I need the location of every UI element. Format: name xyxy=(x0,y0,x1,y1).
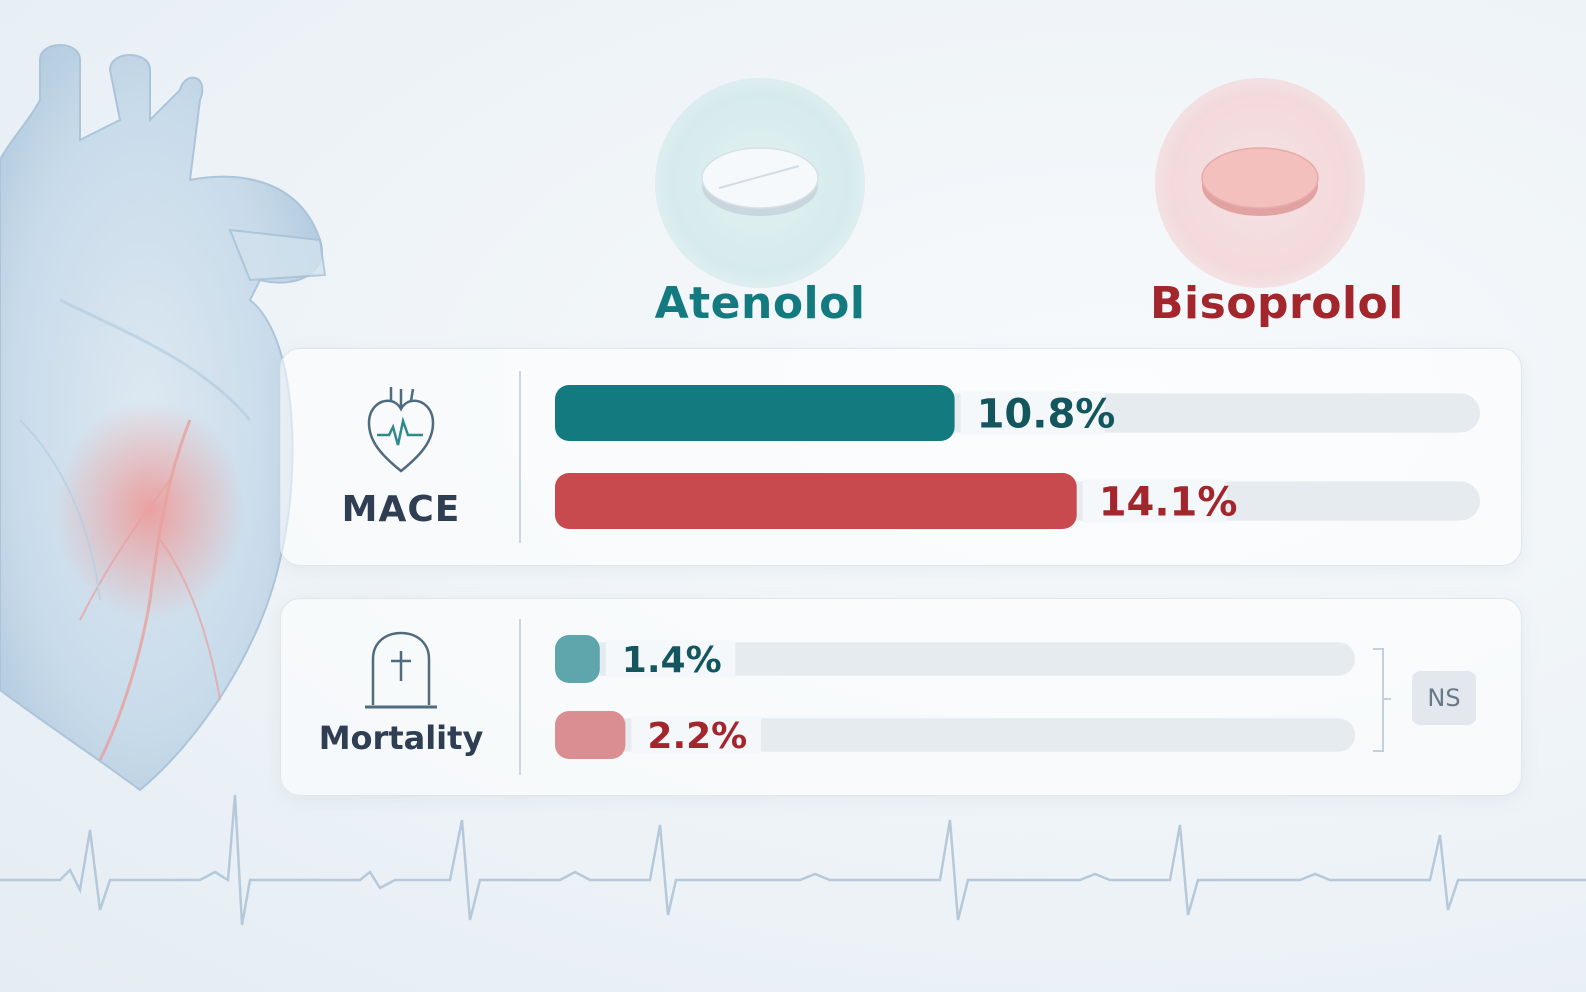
mortality-panel: Mortality 1.4% 2.2% NS xyxy=(280,598,1522,796)
bar-atenolol xyxy=(555,635,600,683)
heart-illustration xyxy=(0,44,327,792)
mortality-bar-chart: 1.4% 2.2% xyxy=(555,635,1391,759)
drug-header-atenolol: Atenolol xyxy=(650,78,870,329)
mace-panel: MACE 10.8% 14.1% xyxy=(280,348,1522,566)
ecg-line xyxy=(0,794,1586,926)
pink-pill-icon xyxy=(1201,147,1319,216)
metric-label-mortality: Mortality xyxy=(318,719,484,757)
value-label: 2.2% xyxy=(647,716,747,757)
significance-bracket xyxy=(1373,648,1391,752)
value-label-backdrop xyxy=(1082,479,1227,523)
bar-bisoprolol xyxy=(555,711,626,759)
heart-icon xyxy=(367,387,435,473)
white-pill-icon xyxy=(701,147,819,216)
tombstone-icon xyxy=(365,631,437,709)
drug-header-bisoprolol: Bisoprolol xyxy=(1150,78,1403,329)
metric-label-mace: MACE xyxy=(341,489,461,530)
value-label: 1.4% xyxy=(622,640,722,681)
value-label-backdrop xyxy=(631,716,761,754)
panel-divider xyxy=(519,619,521,775)
ns-badge: NS xyxy=(1412,671,1476,725)
value-label: 14.1% xyxy=(1099,479,1238,525)
panel-divider xyxy=(519,371,521,543)
mace-bar-chart: 10.8% 14.1% xyxy=(555,385,1480,529)
pill-halo xyxy=(1155,78,1365,288)
value-label: 10.8% xyxy=(977,391,1116,437)
pill-halo xyxy=(655,78,865,288)
value-label-backdrop xyxy=(605,640,736,678)
value-label-backdrop xyxy=(960,391,1105,435)
bar-track xyxy=(555,642,1355,676)
bar-atenolol xyxy=(555,385,955,441)
bar-bisoprolol xyxy=(555,473,1077,529)
